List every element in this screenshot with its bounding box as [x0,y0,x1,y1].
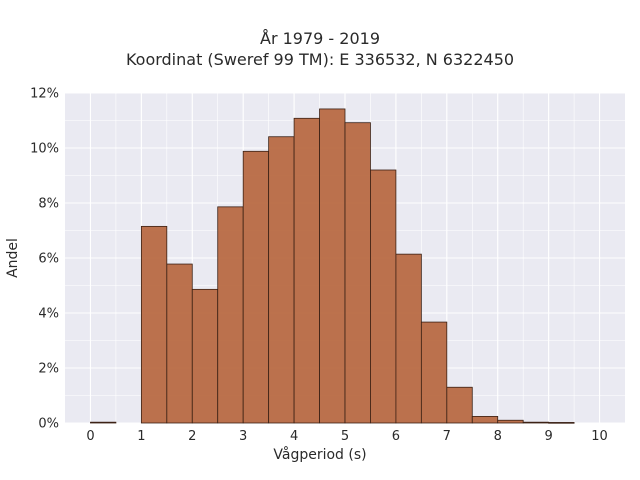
x-tick-label: 8 [494,429,502,444]
x-tick-label: 9 [544,429,552,444]
histogram-bar [293,117,320,424]
histogram-bar [140,225,168,424]
y-tick-label: 0% [38,417,59,432]
x-axis-ticks: 0 1 2 3 4 5 6 7 8 9 10 [86,429,608,444]
y-tick-label: 2% [38,362,59,377]
bars [90,108,575,424]
x-tick-label: 4 [290,429,298,444]
histogram-bar [471,415,499,424]
x-tick-label: 1 [137,429,145,444]
histogram-bar [217,206,244,424]
histogram-bar [268,136,295,424]
histogram-bar [395,253,422,424]
x-tick-label: 7 [443,429,451,444]
x-tick-label: 3 [239,429,247,444]
x-tick-label: 6 [392,429,400,444]
y-axis-ticks: 0% 2% 4% 6% 8% 10% 12% [30,87,59,432]
histogram-bar [90,421,117,424]
y-tick-label: 6% [38,252,59,267]
histogram-bar [191,288,219,424]
histogram-bar [242,150,270,424]
histogram-bar [497,419,524,424]
x-axis-label: Vågperiod (s) [273,447,367,463]
histogram-bar [446,386,473,424]
x-tick-label: 10 [591,429,608,444]
chart-subtitle: Koordinat (Sweref 99 TM): E 336532, N 63… [125,50,515,69]
histogram-bar [319,108,346,424]
histogram-bar [548,422,575,424]
histogram-bar [420,321,448,424]
y-axis-label: Andel [5,238,21,278]
histogram-bar [166,263,193,424]
chart-title: År 1979 - 2019 [260,29,380,48]
histogram-bar [344,122,371,424]
y-tick-label: 4% [38,307,59,322]
histogram-bar [370,169,397,424]
histogram-bar [522,421,550,424]
y-tick-label: 10% [30,142,59,157]
y-tick-label: 12% [30,87,59,102]
x-tick-label: 0 [86,429,94,444]
x-tick-label: 5 [341,429,349,444]
x-tick-label: 2 [188,429,196,444]
y-tick-label: 8% [38,197,59,212]
